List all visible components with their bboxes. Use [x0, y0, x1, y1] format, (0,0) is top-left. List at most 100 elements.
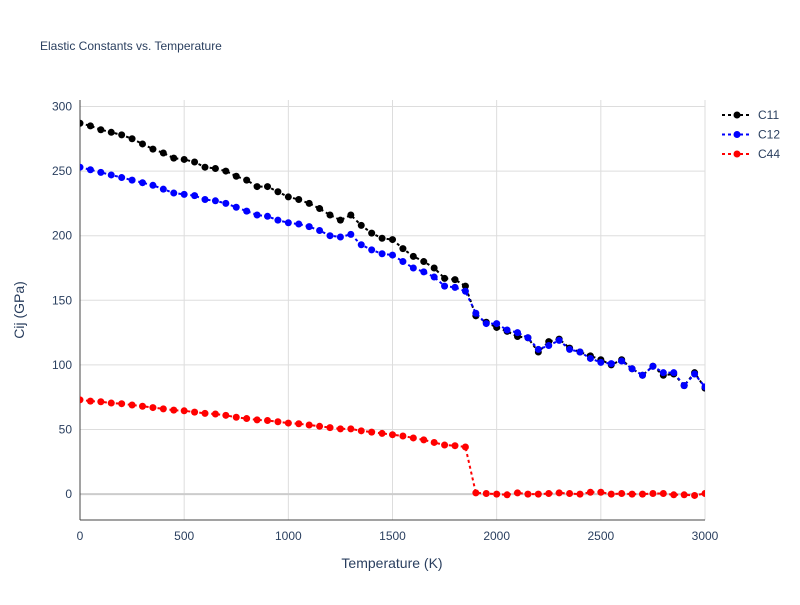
data-point-c12	[159, 185, 167, 193]
data-point-c12	[295, 220, 303, 228]
data-point-c12	[441, 282, 449, 290]
data-point-c12	[180, 190, 188, 198]
data-point-c11	[159, 149, 167, 157]
data-point-c12	[222, 199, 230, 207]
data-point-c44	[461, 443, 469, 451]
x-axis-title: Temperature (K)	[341, 555, 442, 571]
data-point-c11	[253, 183, 261, 191]
data-point-c11	[378, 234, 386, 242]
data-point-c11	[284, 193, 292, 201]
data-point-c44	[493, 490, 501, 498]
data-point-c44	[545, 490, 553, 498]
data-point-c44	[232, 413, 240, 421]
data-point-c12	[628, 365, 636, 373]
data-point-c12	[305, 223, 313, 231]
data-point-c12	[503, 326, 511, 334]
data-point-c11	[430, 264, 438, 272]
y-tick-label: 250	[52, 164, 72, 178]
data-point-c12	[118, 174, 126, 182]
legend[interactable]: C11 C12 C44	[722, 108, 780, 161]
data-point-c12	[336, 233, 344, 241]
x-tick-label: 0	[77, 529, 84, 543]
data-point-c44	[97, 398, 105, 406]
x-tick-label: 500	[174, 529, 194, 543]
data-point-c11	[128, 135, 136, 143]
legend-marker-c44	[733, 150, 741, 158]
x-tick-label: 3000	[692, 529, 719, 543]
data-point-c12	[409, 264, 417, 272]
data-point-c11	[347, 211, 355, 219]
data-point-c44	[180, 407, 188, 415]
data-point-c12	[524, 334, 532, 342]
data-point-c44	[295, 420, 303, 428]
y-axis-title: Cij (GPa)	[11, 281, 27, 339]
data-point-c44	[628, 490, 636, 498]
data-point-c44	[170, 406, 178, 414]
data-point-c12	[576, 348, 584, 356]
data-point-c12	[566, 345, 574, 353]
x-tick-label: 1000	[275, 529, 302, 543]
data-point-c11	[118, 131, 126, 139]
data-point-c12	[139, 179, 146, 187]
data-point-c11	[368, 229, 376, 237]
data-point-c12	[389, 251, 396, 259]
data-point-c12	[253, 211, 261, 219]
data-point-c44	[503, 491, 511, 499]
data-point-c12	[80, 163, 84, 171]
data-point-c44	[639, 490, 646, 498]
data-point-c11	[264, 183, 271, 191]
data-point-c11	[274, 188, 282, 196]
data-point-c12	[232, 203, 240, 211]
data-point-c12	[649, 362, 657, 370]
data-point-c12	[555, 336, 563, 344]
data-point-c12	[659, 369, 667, 377]
data-point-c44	[211, 410, 219, 418]
data-point-c12	[378, 250, 386, 258]
data-point-c11	[180, 155, 188, 163]
data-point-c11	[357, 221, 365, 229]
series-layer	[80, 119, 705, 499]
data-point-c44	[201, 409, 209, 417]
data-point-c44	[430, 438, 438, 446]
legend-item-c44[interactable]: C44	[722, 147, 780, 161]
data-point-c12	[357, 241, 365, 249]
axes: 0 500 1000 1500 2000 2500 3000 0 50 100 150 200 250 3…	[52, 99, 719, 543]
data-point-c44	[107, 399, 115, 407]
data-point-c44	[222, 411, 230, 419]
data-point-c11	[107, 128, 115, 136]
data-point-c11	[399, 245, 407, 253]
legend-label-c12: C12	[758, 128, 780, 142]
data-point-c11	[139, 140, 146, 148]
legend-item-c11[interactable]: C11	[722, 108, 779, 122]
data-point-c44	[451, 442, 459, 450]
y-tick-label: 0	[65, 487, 72, 501]
data-point-c12	[191, 192, 199, 200]
data-point-c12	[347, 230, 355, 238]
data-point-c12	[618, 357, 626, 365]
data-point-c44	[159, 405, 167, 413]
data-point-c12	[420, 268, 428, 276]
data-point-c44	[316, 422, 324, 430]
data-point-c12	[149, 181, 157, 189]
data-point-c44	[191, 408, 199, 416]
data-point-c44	[659, 490, 667, 498]
data-point-c44	[701, 490, 705, 498]
data-point-c44	[576, 490, 584, 498]
data-point-c11	[222, 167, 230, 175]
data-point-c11	[86, 122, 94, 130]
data-point-c12	[128, 176, 136, 184]
data-point-c12	[461, 287, 469, 295]
legend-marker-c12	[733, 131, 741, 138]
data-point-c12	[639, 371, 646, 379]
data-point-c44	[149, 404, 157, 412]
legend-item-c12[interactable]: C12	[722, 128, 780, 142]
data-point-c12	[514, 329, 521, 337]
data-point-c12	[597, 358, 605, 366]
y-tick-label: 100	[52, 358, 72, 372]
data-point-c11	[80, 119, 84, 127]
data-point-c12	[472, 309, 480, 317]
data-point-c44	[368, 428, 376, 436]
legend-marker-c11	[733, 111, 741, 119]
data-point-c12	[670, 369, 678, 377]
data-point-c44	[399, 432, 407, 440]
